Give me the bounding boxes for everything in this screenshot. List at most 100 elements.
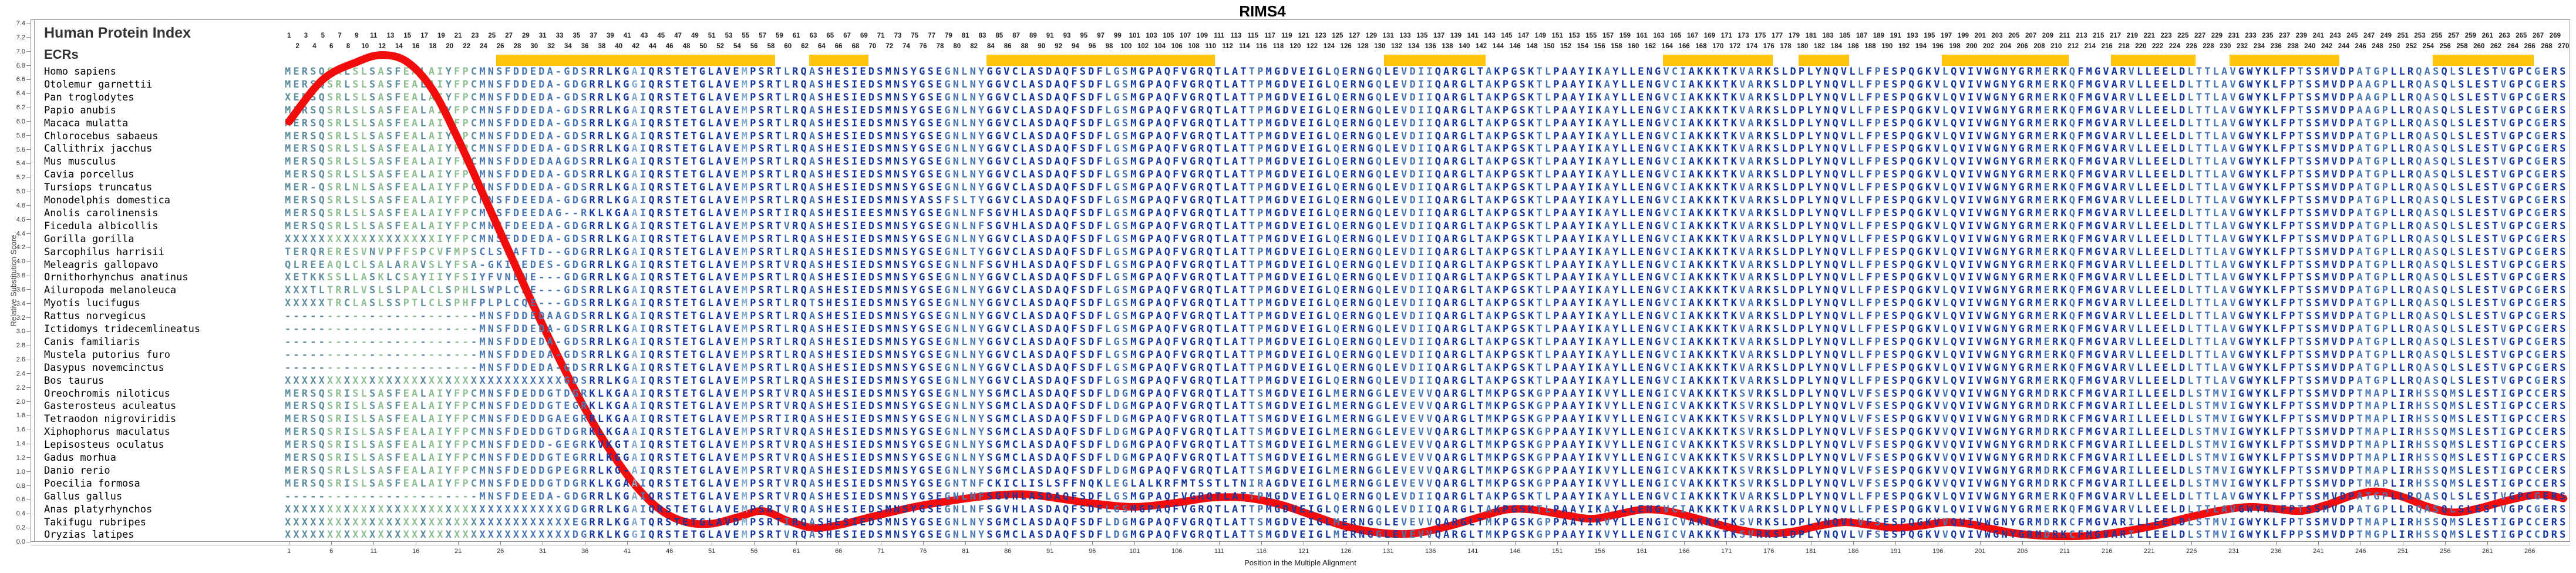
sequence-segment: C [2069, 452, 2078, 464]
sequence-segment: Q [2441, 104, 2450, 116]
sequence-segment: C [2534, 439, 2543, 451]
sequence-segment: Y [445, 66, 454, 78]
sequence-segment: L [1942, 349, 1951, 361]
sequence-segment: F [1866, 413, 1875, 425]
sequence-segment: VCI [1663, 104, 1689, 116]
sequence-segment: LGS [1105, 207, 1131, 219]
sequence-segment: A [1486, 272, 1494, 284]
sequence-segment: SLEST [2458, 130, 2501, 142]
sequence-segment: A [1604, 246, 1613, 258]
sequence-segment: GWYKLFP [2238, 156, 2298, 168]
sequence-segment: Q [2441, 490, 2450, 502]
sequence-segment: X [344, 233, 353, 245]
sequence-segment: L [1857, 284, 1867, 297]
sequence-segment: PSRT [750, 259, 784, 271]
sequence-segment: ESPQGKV [1883, 78, 1942, 91]
y-tick-label: 5.0 [16, 188, 25, 196]
sequence-segment: I [639, 464, 649, 477]
sequence-segment: MGPAQFVGRQTLAT [1130, 310, 1249, 323]
sequence-segment: RKSLDPLYNQVL [1756, 464, 1858, 477]
sequence-segment: A [809, 182, 818, 194]
ruler-number: 160 [1628, 43, 1639, 50]
ruler-number: 197 [1941, 32, 1952, 39]
sequence-segment: SHESIEDSMNSYGSE [817, 361, 945, 374]
sequence-segment: M [741, 220, 750, 232]
sequence-segment: LGS [1105, 246, 1131, 258]
sequence-segment: XX [428, 374, 446, 387]
sequence-segment: VDII [1401, 361, 1435, 374]
sequence-segment: L [1942, 310, 1951, 323]
sequence-segment: C [470, 66, 480, 78]
sequence-segment: M [741, 272, 750, 284]
sequence-segment: MNSFDEDDGAEGR [479, 413, 590, 425]
sequence-segment: MGPAQFVGRQTLAT [1130, 207, 1249, 219]
sequence-segment: VA [1739, 374, 1756, 387]
sequence-segment: RK [2052, 400, 2069, 413]
sequence-segment: C [470, 195, 480, 206]
sequence-segment: VDII [1401, 220, 1435, 232]
sequence-segment: MERSQ [285, 400, 327, 413]
sequence-segment: T [2297, 361, 2306, 374]
sequence-segment: I [2500, 516, 2509, 528]
sequence-segment: SV [1739, 516, 1756, 528]
sequence-segment: I [639, 284, 649, 297]
species-name: Homo sapiens [44, 66, 116, 78]
sequence-segment: ESPQGKV [1883, 452, 1942, 464]
sequence-segment: F [1866, 156, 1875, 168]
ruler-number: 263 [2498, 32, 2510, 39]
sequence-segment: SHESIEDSMNSYGSE [817, 233, 945, 245]
ruler-number: 166 [1678, 43, 1690, 50]
sequence-segment: ESPQGKV [1883, 464, 1942, 477]
sequence-segment: VA [1739, 78, 1756, 91]
x-tick-label: 51 [708, 548, 716, 555]
sequence-segment: M [741, 529, 750, 541]
sequence-segment: V [2128, 156, 2137, 168]
sequence-segment: QRSTETGLAVE [648, 233, 742, 245]
sequence-segment: RK [2052, 246, 2069, 258]
y-tick-label: 6.2 [16, 104, 25, 112]
sequence-segment: V [378, 246, 386, 258]
sequence-segment: RKSLDPLYNQVL [1756, 66, 1858, 78]
sequence-segment: RKSLDPLYNQVL [1756, 78, 1858, 91]
sequence-segment: FP [454, 117, 471, 129]
sequence-segment: M [741, 387, 750, 400]
sequence-segment: XXXXX [285, 516, 327, 528]
sequence-segment: Q [2441, 426, 2450, 438]
sequence-segment: Q [1375, 490, 1385, 502]
sequence-segment: L [1942, 259, 1951, 271]
sequence-segment: AI [428, 413, 446, 425]
sequence-segment: Q [1375, 272, 1385, 284]
ruler-number: 71 [877, 32, 885, 39]
sequence-segment: VEVV [1401, 400, 1435, 413]
sequence-segment: GP [1536, 452, 1554, 464]
y-tick-label: 0.0 [16, 538, 25, 545]
x-tick [2318, 542, 2319, 545]
sequence-segment: QARGLT [1435, 169, 1486, 181]
sequence-segment: SF [386, 207, 403, 219]
sequence-segment: C [2069, 464, 2078, 477]
sequence-segment: QVIVWGNYGRM [1951, 439, 2044, 451]
sequence-segment: F [1866, 516, 1875, 528]
sequence-segment: XX [327, 374, 344, 387]
sequence-segment: L [1942, 297, 1951, 310]
sequence-segment: SSMVDP [2306, 400, 2357, 413]
sequence-segment: XX [352, 516, 370, 528]
sequence-segment: QRSTETGLAVE [648, 91, 742, 103]
sequence-segment: A [1486, 246, 1494, 258]
sequence-segment: SHESIEDSMNSYGSE [817, 387, 945, 400]
ruler-number: 95 [1080, 32, 1088, 39]
sequence-segment: S [445, 297, 454, 310]
sequence-segment: YLLENG [1612, 182, 1664, 194]
sequence-segment: FP [454, 220, 471, 232]
ruler-number: 169 [1703, 32, 1715, 39]
sequence-segment: SF [386, 220, 403, 232]
sequence-segment: AKKKTK [1688, 374, 1740, 387]
y-tick-label: 3.6 [16, 286, 25, 293]
sequence-segment: XXXXXXXXXXXDG [479, 529, 590, 541]
sequence-segment: A [809, 143, 818, 155]
sequence-segment: S [369, 195, 378, 206]
sequence-segment: SLEST [2458, 169, 2501, 181]
sequence-segment: FMGVAR [2077, 336, 2129, 348]
sequence-segment: QRSTETGLAVE [648, 400, 742, 413]
ruler-number: 227 [2194, 32, 2206, 39]
